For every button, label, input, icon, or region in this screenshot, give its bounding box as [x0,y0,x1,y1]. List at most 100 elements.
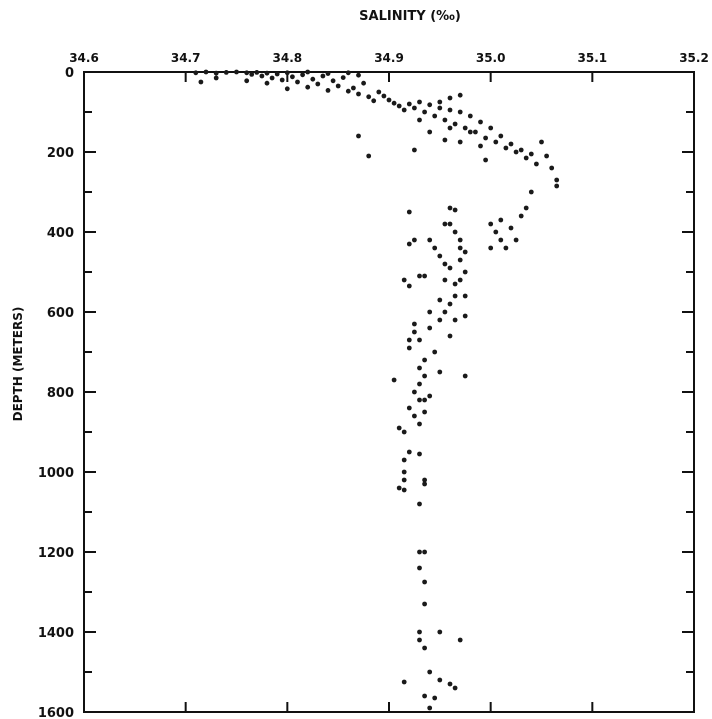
data-point [437,105,443,111]
data-point [478,143,483,149]
data-point [401,679,407,685]
data-point [447,301,453,307]
data-point [447,95,453,101]
data-point [452,685,458,691]
data-point [203,69,209,75]
data-point [213,75,219,81]
data-point [488,245,494,251]
data-point [518,147,524,153]
data-point [508,141,514,147]
data-point [437,99,443,105]
data-point [427,309,433,315]
data-point [493,229,499,235]
data-point [427,129,433,135]
data-point [274,71,280,77]
y-tick-label: 1200 [38,546,74,561]
data-point [422,373,427,379]
data-point [412,147,417,153]
data-point [340,75,346,80]
data-point [356,72,361,78]
data-point [447,681,453,687]
data-point [478,119,483,125]
data-point [417,337,422,343]
data-point [462,373,468,379]
data-points [193,69,560,711]
data-point [442,309,448,315]
data-point [544,153,549,159]
data-point [498,237,504,243]
data-point [366,94,372,100]
data-point [264,70,270,76]
data-point [417,637,422,643]
y-tick-label: 800 [47,386,74,401]
data-point [254,70,260,75]
data-point [305,84,311,90]
data-point [310,76,316,82]
data-point [330,78,336,84]
y-axis-label: DEPTH (METERS) [11,307,25,422]
data-point [462,269,468,275]
data-point [223,70,229,75]
data-point [462,249,468,255]
data-point [376,89,382,95]
data-point [315,81,321,87]
data-point [249,72,255,77]
data-point [447,265,453,271]
y-tick-label: 400 [47,226,74,241]
data-point [401,477,407,483]
data-point [417,565,422,571]
data-point [422,477,427,483]
data-point [452,229,458,235]
data-point [417,381,422,387]
data-point [518,213,524,219]
data-point [427,669,433,675]
data-point [325,88,331,93]
data-point [417,99,422,105]
y-tick-label: 0 [65,66,74,81]
data-point [539,139,544,145]
data-point [406,283,412,289]
data-point [447,107,453,113]
data-point [437,369,443,375]
data-point [366,153,372,159]
data-point [473,129,478,135]
data-point [406,241,412,247]
data-point [462,313,468,319]
data-point [513,149,519,155]
data-point [422,409,427,415]
data-point [401,107,407,113]
data-point [457,277,463,283]
data-point [523,205,529,211]
x-tick-label: 34.8 [273,51,303,65]
data-point [422,357,427,363]
y-tick-labels: 0 200 400 600 800 1000 1200 1400 1600 [38,66,74,719]
data-point [391,377,397,383]
x-tick-label: 34.7 [171,51,201,65]
data-point [234,69,239,75]
data-point [406,345,412,351]
data-point [284,70,290,76]
data-point [488,125,494,131]
data-point [432,695,438,701]
data-point [523,155,529,161]
data-point [462,293,468,299]
data-point [488,221,494,227]
data-point [412,321,417,327]
data-point [396,425,402,431]
data-point [417,273,422,279]
y-tick-label: 600 [47,306,74,321]
data-point [325,71,331,76]
data-point [422,549,427,555]
data-point [483,157,488,163]
data-point [244,70,250,76]
x-tick-label: 35.0 [476,51,506,65]
x-tick-label: 34.9 [374,51,404,65]
data-point [452,293,458,299]
data-point [356,133,361,139]
y-tick-label: 1400 [38,626,74,641]
data-point [417,629,422,635]
data-point [437,677,443,683]
data-point [412,389,417,395]
x-tick-label: 34.6 [69,51,99,65]
data-point [467,129,473,135]
